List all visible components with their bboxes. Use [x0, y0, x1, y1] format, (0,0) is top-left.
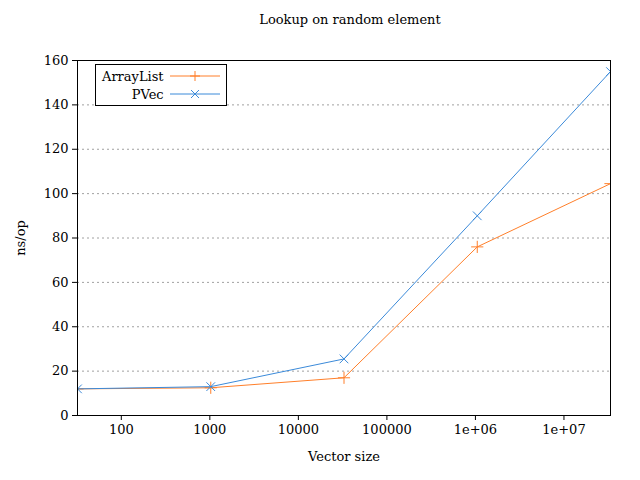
svg-text:0: 0: [60, 408, 68, 423]
svg-text:100000: 100000: [362, 422, 412, 437]
svg-text:140: 140: [44, 97, 69, 112]
svg-text:ns/op: ns/op: [13, 220, 28, 256]
svg-text:1000: 1000: [193, 422, 226, 437]
svg-text:Vector size: Vector size: [307, 449, 380, 464]
svg-text:100: 100: [44, 186, 69, 201]
svg-text:160: 160: [44, 53, 69, 68]
svg-text:40: 40: [52, 319, 69, 334]
svg-text:20: 20: [52, 363, 69, 378]
html-text:Lookup on random element: Lookup on random element: [259, 12, 441, 27]
html-text:ArrayList: ArrayList: [102, 68, 164, 84]
svg-text:80: 80: [52, 230, 69, 245]
svg-text:120: 120: [44, 141, 69, 156]
svg-text:100: 100: [109, 422, 134, 437]
svg-text:1e+07: 1e+07: [542, 422, 585, 437]
svg-text:60: 60: [52, 275, 69, 290]
svg-text:10000: 10000: [278, 422, 319, 437]
html-text:PVec: PVec: [131, 86, 164, 102]
svg-text:1e+06: 1e+06: [454, 422, 497, 437]
